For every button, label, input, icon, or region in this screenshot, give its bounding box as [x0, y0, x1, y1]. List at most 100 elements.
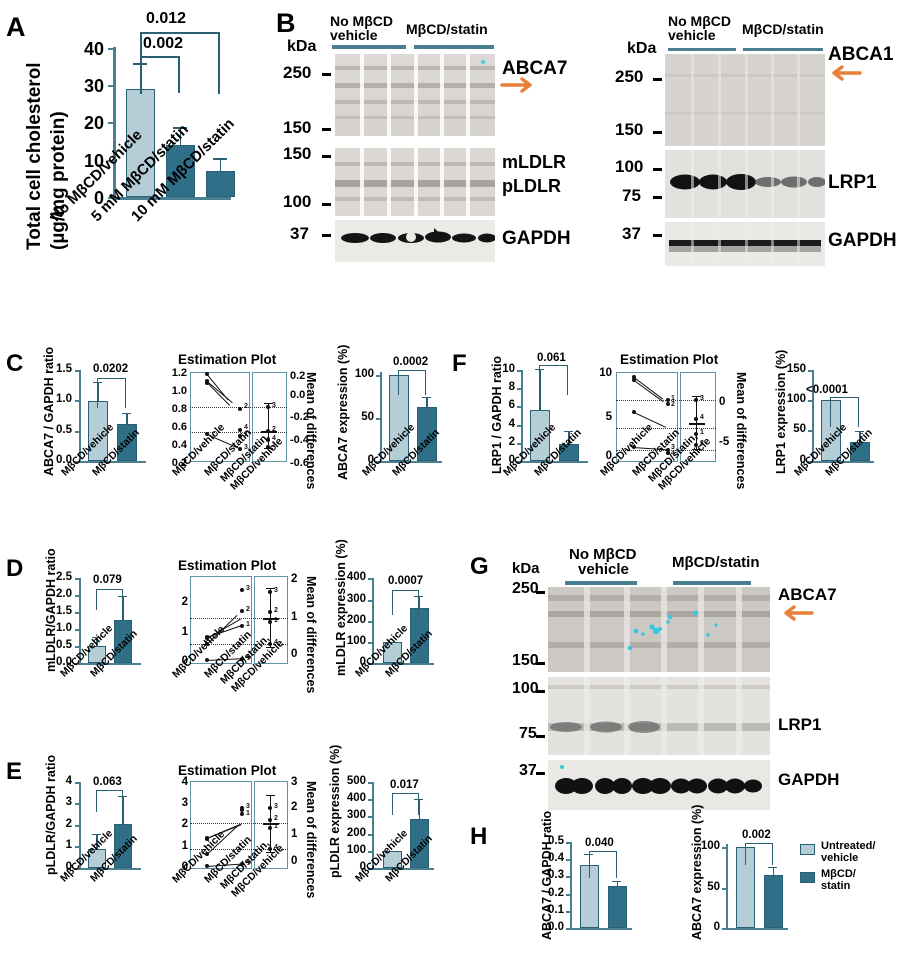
panel-e-right-sig-bracket: [392, 793, 419, 815]
panel-c-diff-ci: [268, 403, 270, 449]
panel-c-left-ytick-label: 1.0: [56, 393, 72, 405]
panel-c-est-ytick: 0.8: [171, 403, 187, 415]
panel-c-right-errcap-2: [422, 397, 431, 399]
panel-a-ytick: [108, 85, 113, 87]
panel-c-ptnum: 3: [244, 444, 248, 451]
panel-a-bar-1: [126, 89, 155, 197]
panel-e-right-ytick: [368, 816, 372, 818]
panel-c-right-ytick: [376, 375, 380, 377]
panel-c-est-rytick: -0.6: [290, 457, 309, 469]
panel-f-left-ytick: [517, 461, 521, 463]
panel-g-group2: MβCD/statin: [672, 554, 760, 571]
panel-h-left-x-axis: [570, 928, 632, 930]
panel-f-left-ytick-label: 6: [508, 399, 515, 411]
panel-f-pt: [632, 410, 636, 414]
panel-g-mwtick-150: [536, 662, 545, 665]
panel-d-diff-pt: [268, 642, 272, 646]
panel-d-left-bar-2: [114, 620, 132, 663]
panel-b-left-group1-line1: No MβCD: [330, 13, 393, 29]
panel-d-right-ytick: [368, 642, 372, 644]
panel-e-left-bar-2: [114, 824, 132, 868]
panel-d-left-pvalue: 0.079: [93, 574, 122, 586]
panel-f-right-ytick-label: 150: [786, 363, 806, 375]
right-arrow-orange-icon: [500, 76, 540, 99]
panel-a-ytick: [108, 160, 113, 162]
panel-c-right-bar-2: [417, 407, 437, 461]
panel-f-pt: [632, 375, 636, 379]
panel-f-right-err-2: [859, 431, 861, 442]
panel-d-left-ytick-label: 0.5: [56, 639, 72, 651]
panel-e-left-errcap-1: [92, 834, 101, 836]
panel-d-diff-pt: [268, 590, 272, 594]
panel-b-right-mwtick-75: [653, 196, 662, 199]
panel-f-right-ytick-label: 0: [799, 454, 806, 466]
panel-a-y-axis: [113, 47, 116, 199]
panel-f-left-ytick-label: 4: [508, 418, 515, 430]
panel-d-pt: [205, 658, 209, 662]
panel-f-right-errcap-2: [855, 431, 864, 433]
panel-d-right-ytick-label: 200: [346, 614, 366, 626]
panel-f-left-ytick: [517, 425, 521, 427]
panel-b-left-group2: MβCD/statin: [406, 21, 488, 37]
panel-f-pt: [632, 378, 636, 382]
panel-e-left-ytick-label: 3: [65, 796, 72, 808]
panel-g-protein-gapdh: GAPDH: [778, 770, 840, 789]
panel-c-est-ytick: 0.6: [171, 421, 187, 433]
panel-b-right-mw-100: 100: [615, 157, 644, 176]
panel-d-right-ytick-label: 300: [346, 593, 366, 605]
panel-b-protein-abca1: ABCA1: [828, 44, 894, 65]
panel-a-ytick-label: 30: [83, 76, 104, 96]
panel-e-left-pvalue: 0.063: [93, 776, 122, 788]
panel-c-ptnum: 2: [244, 403, 248, 410]
panel-e-right-ytick: [368, 834, 372, 836]
panel-h-legend-label-1a: Untreated/: [821, 840, 876, 852]
panel-f-est-box-left: [616, 372, 678, 462]
panel-d-left-sig-bracket: [96, 589, 123, 610]
panel-a-ytick-label: 20: [83, 113, 104, 133]
panel-e-left-ytick: [75, 868, 79, 870]
panel-e-right-ytick: [368, 782, 372, 784]
panel-d-est-rytick: 0: [291, 648, 298, 660]
panel-e-right-y-axis: [372, 782, 374, 870]
panel-d-pt: [240, 609, 244, 613]
panel-d-right-bar-1: [383, 642, 402, 663]
panel-h-legend-label-2b: statin: [821, 880, 851, 892]
panel-c-pt: [205, 372, 209, 376]
panel-e-right-ytick-label: 0: [359, 861, 366, 873]
panel-e-left-ytick: [75, 846, 79, 848]
panel-f-right-bar-2: [850, 442, 870, 461]
panel-a-pvalue-2: 0.002: [143, 35, 184, 52]
panel-d-diff-ptnum: 3: [274, 587, 278, 594]
panel-e-right-ytick-label: 500: [346, 775, 366, 787]
panel-g-group2-bar: [673, 581, 751, 585]
panel-b-right-mwtick-37: [653, 234, 662, 237]
panel-d-est-refline-2: [190, 644, 288, 645]
panel-c-left-ytick-label: 0.5: [56, 424, 72, 436]
panel-e-left-ylabel: pLDLR/GAPDH ratio: [44, 754, 58, 875]
panel-h-left-y-axis: [570, 842, 572, 930]
panel-d-est-right-ylabel: Mean of differences: [304, 576, 318, 694]
panel-c-est-ytick: 0.4: [171, 439, 187, 451]
panel-letter-h: H: [470, 823, 488, 850]
panel-e-left-sig-bracket: [96, 790, 123, 812]
panel-d-left-ytick-label: 2.0: [56, 588, 72, 600]
panel-b-left-group2-bar: [414, 45, 494, 49]
panel-letter-c: C: [6, 350, 24, 377]
panel-b-protein-abca7: ABCA7: [502, 58, 568, 79]
panel-c-est-rytick: -0.2: [290, 411, 309, 423]
panel-e-left-err-1: [96, 834, 98, 849]
panel-e-est-rytick: 1: [291, 828, 298, 840]
panel-c-est-ytick: 1.2: [171, 367, 187, 379]
panel-h-right-sig-bracket: [745, 843, 773, 865]
panel-a-x-axis: [113, 197, 231, 200]
panel-f-right-ytick: [808, 370, 812, 372]
panel-e-right-pvalue: 0.017: [390, 779, 419, 791]
panel-d-right-ytick-label: 0: [359, 656, 366, 668]
panel-g-protein-lrp1: LRP1: [778, 715, 822, 734]
panel-h-left-ytick: [566, 928, 570, 930]
panel-b-right-group2: MβCD/statin: [742, 21, 824, 37]
panel-e-ptnum: 1: [246, 810, 250, 817]
panel-b-blot-lrp1: [665, 150, 825, 218]
panel-c-diff-ptnum: 2: [272, 426, 276, 433]
panel-d-pt: [240, 624, 244, 628]
